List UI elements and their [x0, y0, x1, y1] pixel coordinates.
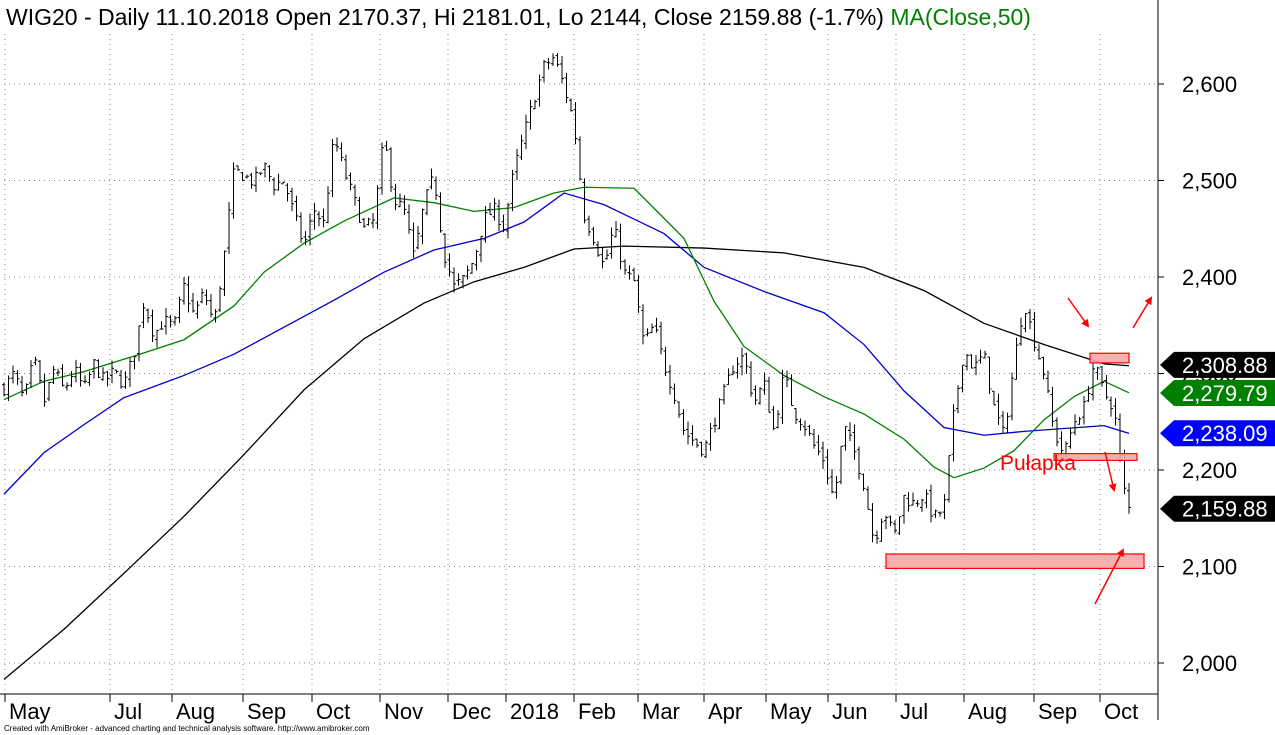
x-tick-label: May — [770, 699, 812, 724]
x-tick-label: Aug — [968, 699, 1007, 724]
x-tick-label: Jul — [900, 699, 928, 724]
highlight-zone — [1089, 352, 1130, 364]
x-tick-label: Jun — [832, 699, 867, 724]
y-tick-label: 2,200 — [1182, 458, 1237, 483]
annotation-arrow — [1132, 296, 1153, 329]
price-bars — [2, 53, 1131, 544]
gridlines — [4, 34, 1158, 694]
x-tick-label: Jul — [114, 699, 142, 724]
x-tick-label: Nov — [384, 699, 423, 724]
price-label-bg — [1160, 420, 1275, 447]
x-tick-label: Feb — [578, 699, 616, 724]
annotation-arrows — [1067, 296, 1153, 605]
ma-line-1 — [3, 186, 1130, 479]
ma-legend-label: MA(Close,50) — [890, 4, 1031, 30]
ma-line-3 — [3, 245, 1130, 680]
price-label-bg — [1160, 380, 1275, 407]
price-label-text: 2,279.79 — [1182, 381, 1268, 406]
annotation-arrow — [1104, 451, 1117, 492]
price-label-text: 2,308.88 — [1182, 353, 1268, 378]
annotation-arrow — [1067, 297, 1090, 328]
y-tick-label: 2,100 — [1182, 555, 1237, 580]
chart-title: WIG20 - Daily 11.10.2018 Open 2170.37, H… — [6, 4, 1031, 31]
ma-50-line — [3, 186, 1130, 479]
x-tick-label: May — [9, 699, 51, 724]
x-tick-label: Sep — [1038, 699, 1077, 724]
x-tick-label: Dec — [452, 699, 491, 724]
y-tick-label: 2,000 — [1182, 651, 1237, 676]
x-tick-label: 2018 — [510, 699, 559, 724]
x-tick-label: Mar — [642, 699, 680, 724]
x-tick-label: Apr — [708, 699, 742, 724]
annotation-zones — [885, 352, 1145, 570]
price-labels: 2,308.88 2,279.79 2,238.09 2,159.88 — [1160, 351, 1275, 522]
price-label-text: 2,238.09 — [1182, 421, 1268, 446]
y-tick-label: 2,500 — [1182, 169, 1237, 194]
y-tick-label: 2,400 — [1182, 265, 1237, 290]
credit-text: Created with AmiBroker - advanced charti… — [4, 724, 370, 733]
price-label-text: 2,159.88 — [1182, 497, 1268, 522]
price-label-bg — [1160, 351, 1275, 378]
ma-200-line — [3, 245, 1130, 680]
highlight-zone — [1053, 452, 1138, 461]
x-tick-label: Oct — [1104, 699, 1138, 724]
y-tick-label: 2,600 — [1182, 72, 1237, 97]
annotation-arrow — [1094, 548, 1124, 605]
x-tick-label: Aug — [176, 699, 215, 724]
price-label-bg — [1160, 495, 1275, 522]
x-tick-label: Sep — [247, 699, 286, 724]
title-text: WIG20 - Daily 11.10.2018 Open 2170.37, H… — [6, 4, 884, 30]
axes — [0, 0, 1159, 720]
annotation-text: Pułapka — [1000, 452, 1076, 475]
x-tick-label: Oct — [316, 699, 350, 724]
x-axis-ticks: May Jul Aug Sep Oct Nov Dec 2018 Feb Mar Apr May Jun… — [4, 694, 1138, 724]
highlight-zone — [885, 553, 1145, 570]
